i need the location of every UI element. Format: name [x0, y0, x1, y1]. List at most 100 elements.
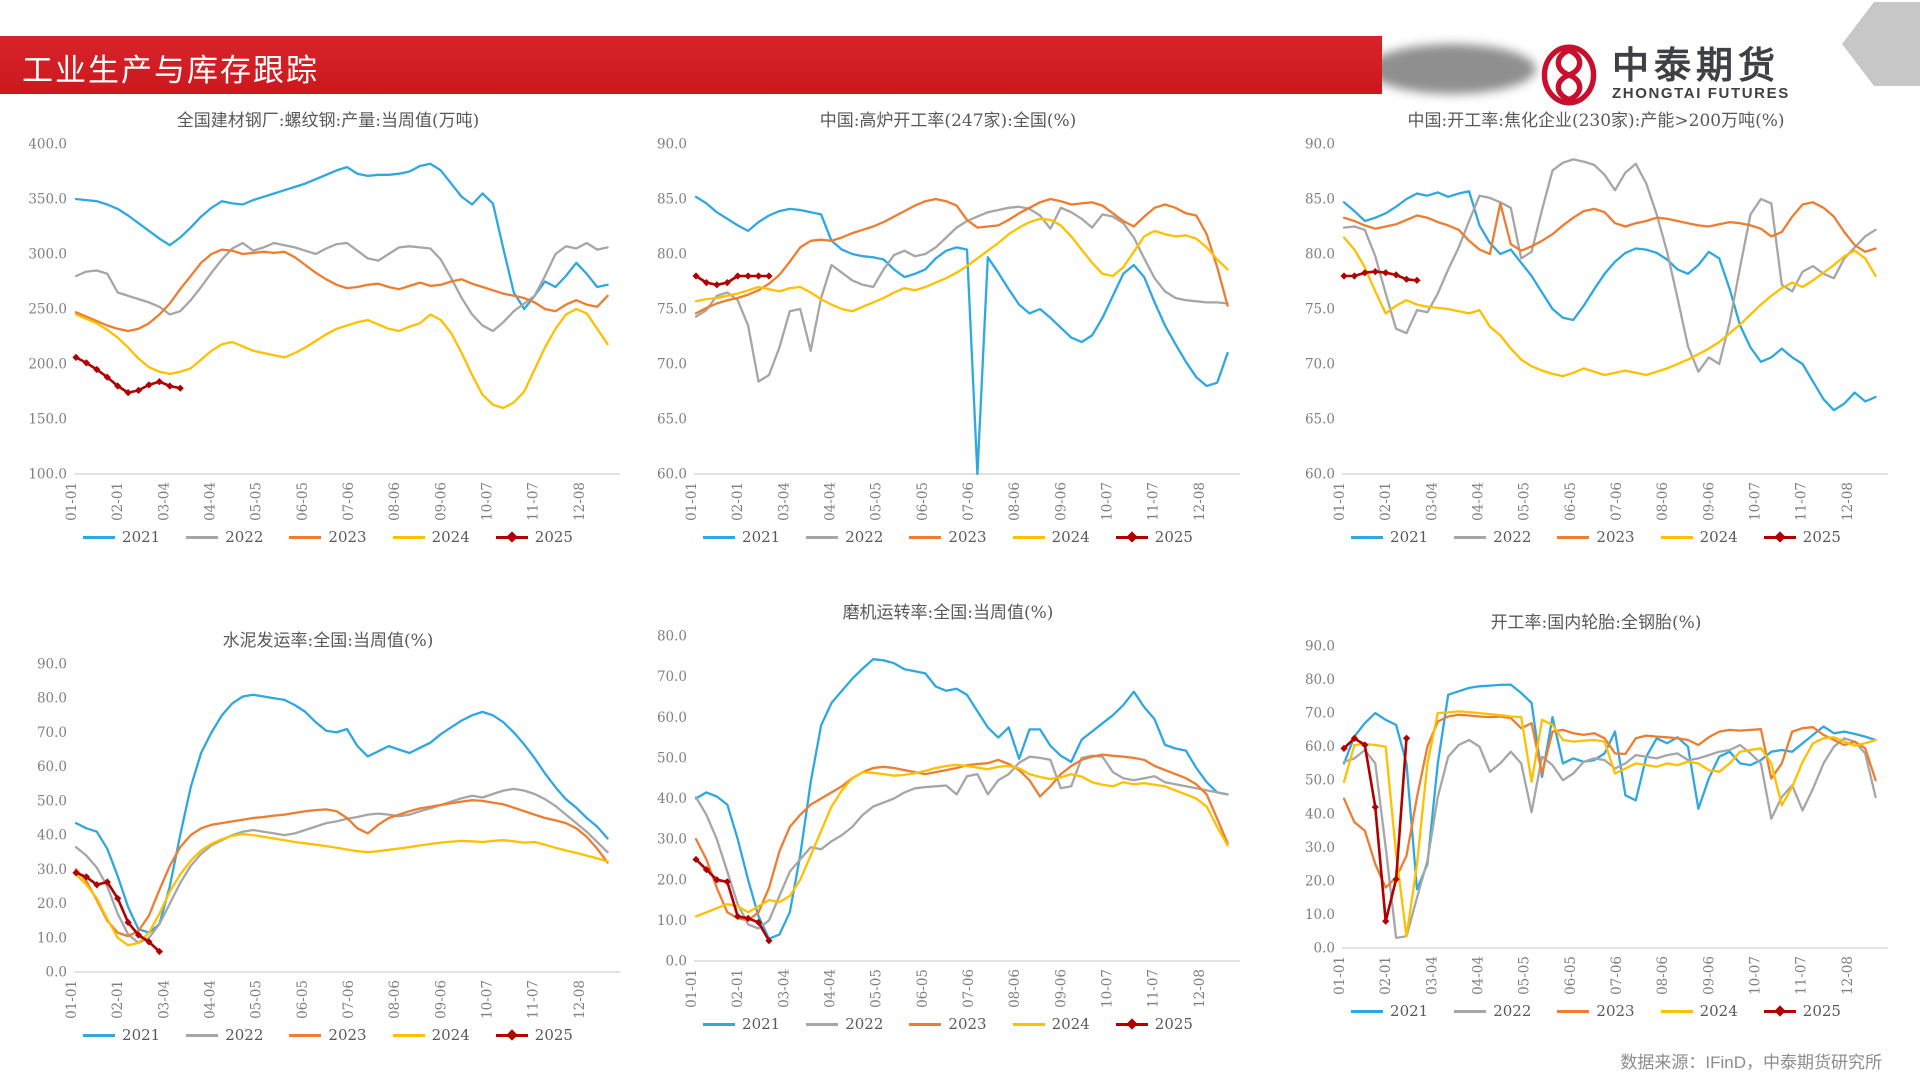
- chart-legend: 2021 2022 2023 2024 2025: [1288, 1002, 1904, 1020]
- svg-text:02-01: 02-01: [110, 482, 126, 521]
- svg-text:10-07: 10-07: [1747, 482, 1763, 521]
- svg-text:12-08: 12-08: [1840, 482, 1856, 521]
- legend-swatch: [703, 535, 736, 539]
- svg-text:40.0: 40.0: [657, 791, 687, 807]
- svg-text:70.0: 70.0: [657, 357, 687, 373]
- legend-label: 2022: [845, 1015, 884, 1033]
- svg-text:07-06: 07-06: [341, 482, 357, 521]
- svg-text:250.0: 250.0: [28, 302, 67, 318]
- chart-blast-furnace-rate: 中国:高炉开工率(247家):全国(%) 90.0 85.0 80.0 75.0 70.…: [640, 110, 1256, 546]
- svg-text:50.0: 50.0: [1305, 773, 1335, 789]
- svg-text:150.0: 150.0: [28, 412, 67, 428]
- svg-text:05-05: 05-05: [249, 980, 265, 1019]
- svg-text:70.0: 70.0: [1305, 706, 1335, 722]
- legend-label: 2021: [122, 1026, 161, 1044]
- svg-text:07-06: 07-06: [341, 980, 357, 1019]
- svg-text:08-06: 08-06: [1007, 969, 1023, 1008]
- svg-text:09-06: 09-06: [1701, 482, 1717, 521]
- svg-text:60.0: 60.0: [657, 710, 687, 726]
- svg-text:30.0: 30.0: [37, 862, 67, 878]
- svg-text:03-04: 03-04: [776, 969, 792, 1008]
- svg-text:12-08: 12-08: [1840, 956, 1856, 995]
- legend-item-2022: 2022: [806, 528, 883, 546]
- svg-text:06-05: 06-05: [915, 482, 931, 521]
- title-banner: 工业生产与库存跟踪: [0, 36, 1382, 94]
- svg-text:03-04: 03-04: [1424, 482, 1440, 521]
- svg-text:06-05: 06-05: [295, 980, 311, 1019]
- svg-text:50.0: 50.0: [37, 793, 67, 809]
- legend-item-2022: 2022: [186, 1026, 263, 1044]
- chart-plot: 80.0 70.0 60.0 50.0 40.0 30.0 20.0 10.0 0.0 01-01…: [640, 628, 1256, 1013]
- legend-item-2022: 2022: [186, 528, 263, 546]
- svg-text:300.0: 300.0: [28, 247, 67, 263]
- svg-text:04-04: 04-04: [822, 969, 838, 1008]
- svg-text:10-07: 10-07: [1747, 956, 1763, 995]
- legend-swatch: [909, 1022, 942, 1026]
- svg-text:06-05: 06-05: [915, 969, 931, 1008]
- legend-swatch: [186, 1033, 219, 1037]
- svg-text:12-08: 12-08: [572, 482, 588, 521]
- svg-text:02-01: 02-01: [730, 482, 746, 521]
- svg-text:11-07: 11-07: [1794, 956, 1810, 995]
- legend-item-2021: 2021: [1351, 528, 1428, 546]
- svg-text:07-06: 07-06: [1609, 482, 1625, 521]
- chart-title: 水泥发运率:全国:当周值(%): [222, 631, 434, 651]
- svg-text:400.0: 400.0: [28, 137, 67, 153]
- legend-swatch: [1557, 1009, 1590, 1013]
- legend-swatch: [392, 535, 425, 539]
- svg-text:12-08: 12-08: [1192, 969, 1208, 1008]
- legend-label: 2021: [1390, 1002, 1429, 1020]
- svg-text:01-01: 01-01: [64, 482, 80, 521]
- legend-item-2023: 2023: [909, 1015, 987, 1033]
- company-logo: 中泰期货 ZHONGTAI FUTURES: [1538, 40, 1790, 110]
- legend-swatch: [83, 535, 116, 539]
- svg-text:07-06: 07-06: [1609, 956, 1625, 995]
- legend-swatch: [186, 535, 219, 539]
- svg-text:08-06: 08-06: [387, 482, 403, 521]
- svg-text:80.0: 80.0: [657, 247, 687, 263]
- legend-item-2025: 2025: [495, 528, 573, 546]
- legend-swatch: [1351, 535, 1384, 539]
- chart-plot: 90.0 85.0 80.0 75.0 70.0 65.0 60.0 01-01 02-01 03…: [1288, 136, 1904, 526]
- legend-swatch: [289, 535, 322, 539]
- svg-text:90.0: 90.0: [657, 137, 687, 153]
- legend-swatch: [1454, 535, 1487, 539]
- legend-label: 2025: [534, 1026, 573, 1044]
- svg-text:09-06: 09-06: [433, 980, 449, 1019]
- svg-text:05-05: 05-05: [1517, 482, 1533, 521]
- legend-swatch: [392, 1033, 425, 1037]
- svg-text:02-01: 02-01: [1378, 956, 1394, 995]
- svg-text:05-05: 05-05: [869, 969, 885, 1008]
- svg-text:05-05: 05-05: [249, 482, 265, 521]
- svg-text:90.0: 90.0: [1305, 639, 1335, 655]
- legend-swatch: [289, 1033, 322, 1037]
- legend-label: 2024: [1051, 1015, 1090, 1033]
- legend-item-2025: 2025: [1115, 528, 1193, 546]
- svg-text:90.0: 90.0: [1305, 137, 1335, 153]
- chart-plot: 90.0 80.0 70.0 60.0 50.0 40.0 30.0 20.0 10.0 0.0 0…: [20, 656, 636, 1024]
- svg-text:0.0: 0.0: [1314, 941, 1335, 957]
- legend-item-2023: 2023: [289, 1026, 367, 1044]
- svg-text:10.0: 10.0: [37, 930, 67, 946]
- svg-text:03-04: 03-04: [776, 482, 792, 521]
- svg-text:03-04: 03-04: [156, 980, 172, 1019]
- svg-text:60.0: 60.0: [1305, 739, 1335, 755]
- svg-text:04-04: 04-04: [822, 482, 838, 521]
- legend-swatch: [495, 1028, 528, 1041]
- svg-text:80.0: 80.0: [657, 629, 687, 645]
- svg-text:04-04: 04-04: [1470, 482, 1486, 521]
- svg-text:05-05: 05-05: [1517, 956, 1533, 995]
- svg-text:04-04: 04-04: [202, 482, 218, 521]
- chart-legend: 2021 2022 2023 2024 2025: [20, 1026, 636, 1044]
- legend-item-2024: 2024: [392, 528, 470, 546]
- svg-text:0.0: 0.0: [46, 965, 67, 981]
- legend-label: 2023: [1596, 1002, 1635, 1020]
- svg-text:08-06: 08-06: [1655, 956, 1671, 995]
- svg-text:70.0: 70.0: [37, 725, 67, 741]
- legend-item-2021: 2021: [703, 1015, 780, 1033]
- legend-item-2025: 2025: [1763, 1002, 1841, 1020]
- svg-text:06-05: 06-05: [295, 482, 311, 521]
- svg-text:07-06: 07-06: [961, 482, 977, 521]
- chart-title: 开工率:国内轮胎:全钢胎(%): [1490, 613, 1702, 633]
